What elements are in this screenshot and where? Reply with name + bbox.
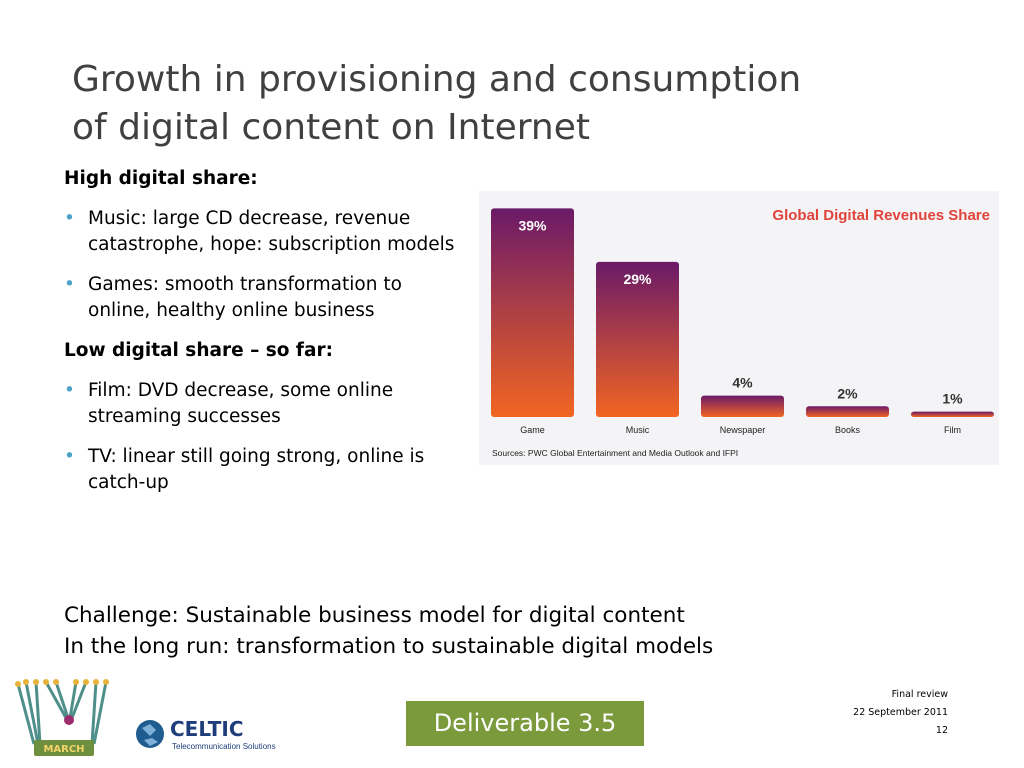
chart-canvas: Global Digital Revenues Share 39% Game 29%… <box>491 207 994 458</box>
footer-date: 22 September 2011 <box>853 707 948 718</box>
revenue-share-chart: Global Digital Revenues Share 39% Game 29%… <box>479 191 999 465</box>
footer-meeting: Final review <box>891 689 948 700</box>
slide-footer: Final review 22 September 2011 12 <box>853 686 948 740</box>
heading-low-share: Low digital share – so far: <box>64 340 333 361</box>
category-label-game: Game <box>520 425 545 435</box>
heading-high-share: High digital share: <box>64 168 258 189</box>
category-label-music: Music <box>626 425 650 435</box>
data-label-film: 1% <box>942 391 963 407</box>
data-label-game: 39% <box>518 217 547 233</box>
category-label-film: Film <box>944 425 961 435</box>
bar-newspaper <box>701 395 784 417</box>
chart-source: Sources: PWC Global Entertainment and Me… <box>492 448 738 458</box>
challenge-line-2: In the long run: transformation to susta… <box>64 634 714 659</box>
content-text: High digital share: Music: large CD decr… <box>64 166 464 510</box>
bar-books <box>806 406 889 417</box>
category-label-newspaper: Newspaper <box>720 425 766 435</box>
bar-music <box>596 261 679 417</box>
bar-game <box>491 208 574 417</box>
slide-title: Growth in provisioning and consumption o… <box>72 56 952 152</box>
challenge-line-1: Challenge: Sustainable business model fo… <box>64 603 685 628</box>
celtic-logo: CELTIC Telecommunication Solutions <box>134 712 294 756</box>
bullet-film: Film: DVD decrease, some online streamin… <box>64 378 464 430</box>
bar-film <box>911 411 994 417</box>
bullet-music: Music: large CD decrease, revenue catast… <box>64 206 464 258</box>
bullet-tv: TV: linear still going strong, online is… <box>64 444 464 496</box>
title-line-1: Growth in provisioning and consumption <box>72 59 802 100</box>
title-line-2: of digital content on Internet <box>72 107 590 148</box>
data-label-newspaper: 4% <box>732 375 753 391</box>
category-label-books: Books <box>835 425 861 435</box>
deliverable-badge: Deliverable 3.5 <box>406 701 644 746</box>
data-label-music: 29% <box>623 271 652 287</box>
celtic-logo-text: CELTIC <box>170 717 244 741</box>
challenge-text: Challenge: Sustainable business model fo… <box>64 600 964 662</box>
march-logo-graphic: MARCH <box>15 679 109 756</box>
celtic-tagline: Telecommunication Solutions <box>172 742 276 751</box>
march-logo-text: MARCH <box>43 744 84 755</box>
page-number: 12 <box>935 725 948 736</box>
data-label-books: 2% <box>837 385 858 401</box>
celtic-logo-graphic: CELTIC Telecommunication Solutions <box>136 717 276 751</box>
chart-title: Global Digital Revenues Share <box>772 207 990 224</box>
march-logo: MARCH <box>14 674 114 760</box>
bullet-games: Games: smooth transformation to online, … <box>64 272 464 324</box>
